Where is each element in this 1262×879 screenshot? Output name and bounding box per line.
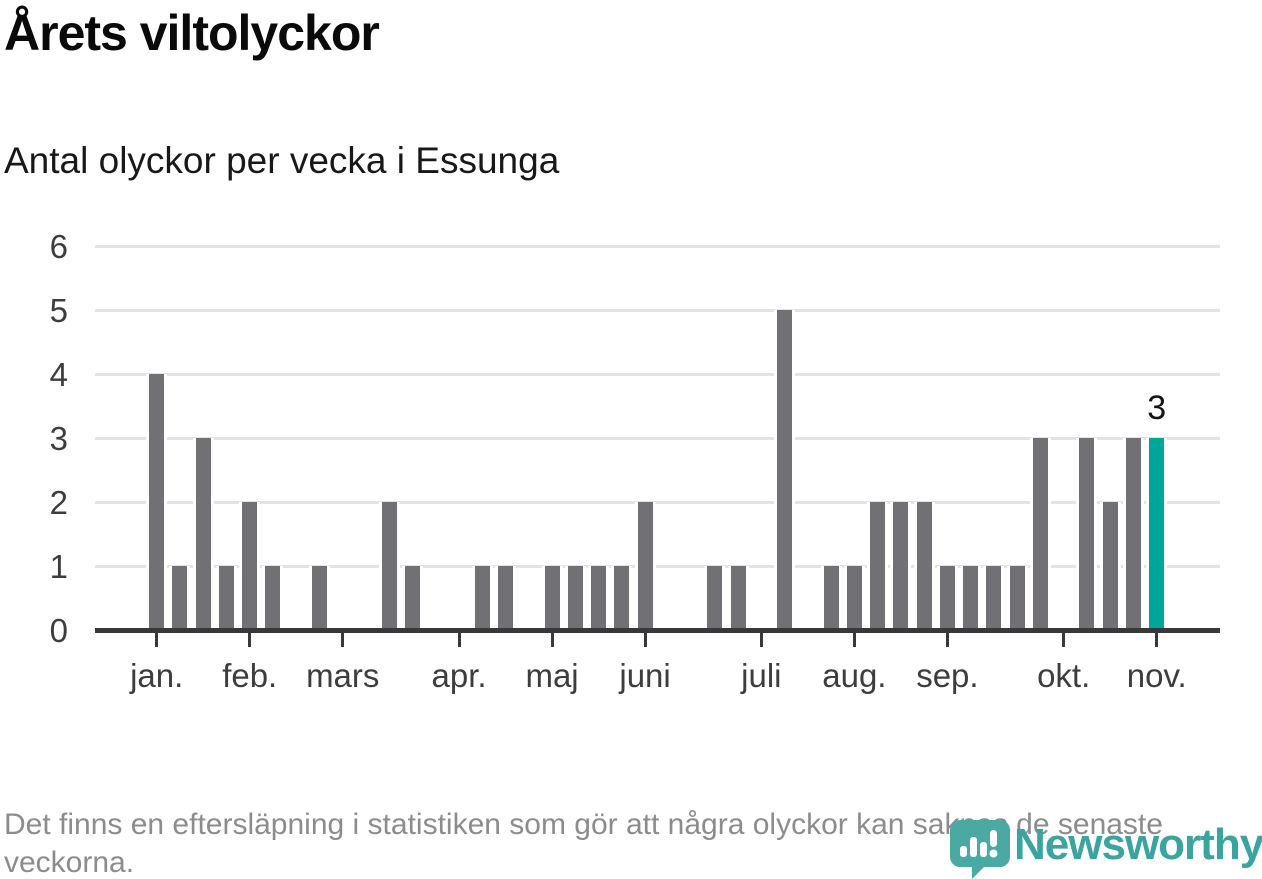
newsworthy-logo-icon [950, 820, 1010, 879]
bar-week-31 [846, 566, 862, 630]
bar-week-41 [1079, 438, 1095, 630]
bar-week-36 [963, 566, 979, 630]
bar-week-1 [149, 374, 165, 630]
bar-week-3 [195, 438, 211, 630]
newsworthy-logo: Newsworthy [950, 818, 1262, 879]
bar-week-33 [893, 502, 909, 630]
bar-week-4 [218, 566, 234, 630]
y-axis-label-2: 2 [49, 484, 68, 521]
bar-week-26 [730, 566, 746, 630]
y-axis-label-4: 4 [49, 356, 68, 393]
x-tick-feb [248, 633, 252, 647]
bar-week-34 [916, 502, 932, 630]
bar-week-6 [265, 566, 281, 630]
bar-week-11 [381, 502, 397, 630]
x-axis-label-juni: juni [619, 657, 671, 694]
x-axis-label-maj: maj [525, 657, 579, 694]
highlighted-bar-value-label: 3 [1147, 389, 1167, 427]
x-tick-okt [1062, 633, 1066, 647]
x-axis-line [95, 628, 1220, 633]
x-axis-label-feb: feb. [222, 657, 278, 694]
x-axis-label-aug: aug. [822, 657, 887, 694]
bar-week-25 [707, 566, 723, 630]
bar-week-37 [986, 566, 1002, 630]
x-axis-label-okt: okt. [1037, 657, 1091, 694]
bar-week-12 [405, 566, 421, 630]
x-axis-label-apr: apr. [431, 657, 487, 694]
bar-week-8 [311, 566, 327, 630]
bar-week-21 [614, 566, 630, 630]
y-axis-label-1: 1 [49, 548, 68, 585]
x-tick-juli [759, 633, 763, 647]
bar-week-43 [1125, 438, 1141, 630]
bar-week-19 [567, 566, 583, 630]
x-tick-sep [945, 633, 949, 647]
bar-week-5 [242, 502, 258, 630]
x-tick-juni [643, 633, 647, 647]
bar-week-28 [777, 310, 793, 630]
bar-week-35 [939, 566, 955, 630]
y-axis-label-5: 5 [49, 292, 68, 329]
gridline-y-2 [95, 501, 1220, 504]
y-axis-label-0: 0 [49, 612, 68, 649]
gridline-y-4 [95, 373, 1220, 376]
x-tick-nov [1155, 633, 1159, 647]
x-axis-label-juli: juli [741, 657, 782, 694]
bar-week-42 [1102, 502, 1118, 630]
y-axis-label-3: 3 [49, 420, 68, 457]
chart-subtitle: Antal olyckor per vecka i Essunga [4, 140, 560, 181]
gridline-y-5 [95, 309, 1220, 312]
gridline-y-3 [95, 437, 1220, 440]
y-axis-label-6: 6 [49, 228, 68, 265]
bar-week-18 [544, 566, 560, 630]
bar-week-20 [591, 566, 607, 630]
bar-week-44 [1149, 438, 1165, 630]
bar-week-39 [1032, 438, 1048, 630]
x-tick-maj [550, 633, 554, 647]
bar-week-16 [498, 566, 514, 630]
bar-week-30 [823, 566, 839, 630]
x-axis-label-jan: jan. [130, 657, 184, 694]
bar-week-15 [474, 566, 490, 630]
chart-title: Årets viltolyckor [4, 5, 380, 61]
bar-week-38 [1009, 566, 1025, 630]
newsworthy-logo-wordmark: Newsworthy [1014, 820, 1262, 869]
x-tick-apr [457, 633, 461, 647]
bar-week-2 [172, 566, 188, 630]
x-axis-label-nov: nov. [1126, 657, 1187, 694]
gridline-y-6 [95, 245, 1220, 248]
x-axis-label-mars: mars [306, 657, 380, 694]
bar-week-32 [870, 502, 886, 630]
bar-week-22 [637, 502, 653, 630]
x-tick-jan [155, 633, 159, 647]
x-tick-mars [341, 633, 345, 647]
x-axis-label-sep: sep. [916, 657, 979, 694]
x-tick-aug [852, 633, 856, 647]
gridline-y-1 [95, 565, 1220, 568]
